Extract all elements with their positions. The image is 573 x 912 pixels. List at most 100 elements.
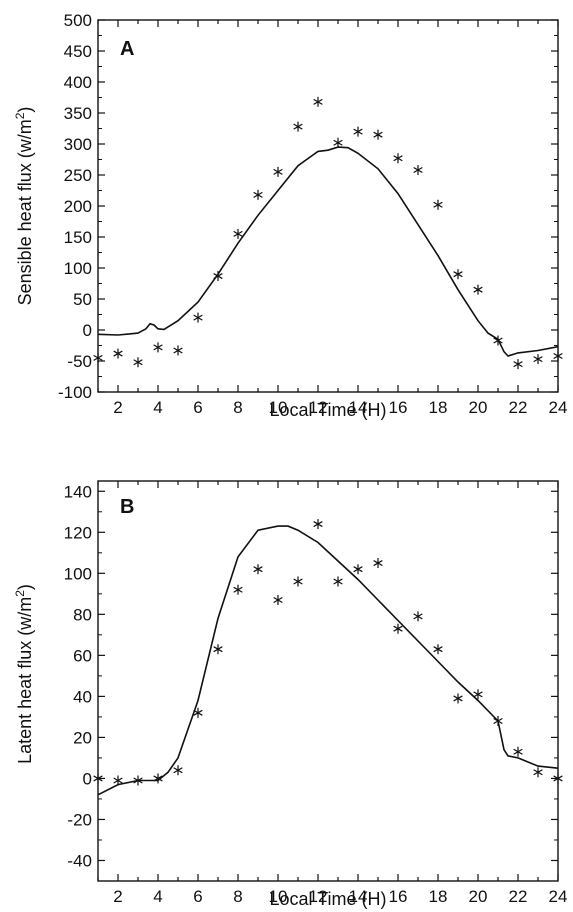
x-tick-label: 2 bbox=[113, 887, 122, 906]
ticks-a bbox=[97, 19, 559, 393]
data-point bbox=[553, 351, 563, 362]
x-tick-labels-a: 2 4 6 8 10 12 14 16 18 20 22 24 bbox=[113, 398, 567, 417]
y-tick-label: 40 bbox=[73, 687, 92, 706]
y-tick-label: -50 bbox=[67, 352, 92, 371]
x-tick-label: 16 bbox=[389, 398, 408, 417]
y-tick-label: -20 bbox=[67, 810, 92, 829]
x-tick-label: 18 bbox=[429, 398, 448, 417]
x-tick-label: 22 bbox=[509, 887, 528, 906]
y-axis-title-a: Sensible heat flux (w/m2) bbox=[13, 107, 35, 306]
data-point bbox=[93, 773, 103, 784]
x-tick-label: 20 bbox=[469, 398, 488, 417]
x-tick-label: 24 bbox=[549, 398, 568, 417]
data-point bbox=[453, 269, 463, 280]
y-tick-label: 100 bbox=[64, 259, 92, 278]
y-tick-label: 150 bbox=[64, 228, 92, 247]
x-tick-label: 8 bbox=[233, 887, 242, 906]
y-axis-title-b-close: ) bbox=[15, 584, 35, 590]
y-tick-label: 140 bbox=[64, 482, 92, 501]
x-axis-title-b: Local Time (H) bbox=[269, 889, 386, 909]
data-point bbox=[293, 121, 303, 132]
data-point bbox=[233, 584, 243, 595]
series-line-a bbox=[97, 146, 559, 357]
x-tick-label: 6 bbox=[193, 398, 202, 417]
data-point bbox=[393, 623, 403, 634]
data-point bbox=[553, 773, 563, 784]
data-point bbox=[233, 228, 243, 239]
x-tick-label: 8 bbox=[233, 398, 242, 417]
data-point bbox=[93, 352, 103, 363]
data-point bbox=[113, 775, 123, 786]
series-markers-a bbox=[93, 96, 563, 370]
x-tick-label: 10 bbox=[269, 887, 288, 906]
y-tick-label: 50 bbox=[73, 290, 92, 309]
data-point bbox=[473, 689, 483, 700]
data-point bbox=[133, 357, 143, 368]
data-point bbox=[413, 611, 423, 622]
data-point bbox=[413, 165, 423, 176]
x-tick-label: 24 bbox=[549, 887, 568, 906]
x-tick-label: 6 bbox=[193, 887, 202, 906]
y-tick-label: 300 bbox=[64, 135, 92, 154]
data-point bbox=[273, 166, 283, 177]
x-tick-labels-b: 2 4 6 8 10 12 14 16 18 20 22 24 bbox=[113, 887, 567, 906]
chart-panel-a: 2 4 6 8 10 12 14 16 18 20 22 24 -100-50050100150200… bbox=[13, 11, 567, 420]
y-tick-labels-a: -100 -50 0 50 100 150 200 250 300 350 400 450 500 bbox=[58, 11, 92, 402]
data-point bbox=[473, 284, 483, 295]
x-axis-title-a: Local Time (H) bbox=[269, 400, 386, 420]
data-point bbox=[193, 707, 203, 718]
data-point bbox=[373, 558, 383, 569]
data-point bbox=[253, 189, 263, 200]
series-markers-b bbox=[93, 519, 563, 786]
x-tick-label: 14 bbox=[349, 398, 368, 417]
x-tick-label: 14 bbox=[349, 887, 368, 906]
data-point bbox=[273, 594, 283, 605]
y-tick-label: -40 bbox=[67, 851, 92, 870]
x-tick-label: 22 bbox=[509, 398, 528, 417]
y-tick-label: 120 bbox=[64, 523, 92, 542]
y-tick-label: -100 bbox=[58, 383, 92, 402]
y-tick-label: 400 bbox=[64, 73, 92, 92]
data-point bbox=[193, 312, 203, 323]
data-point bbox=[513, 746, 523, 757]
y-tick-label: 350 bbox=[64, 104, 92, 123]
data-point bbox=[533, 354, 543, 365]
data-point bbox=[333, 137, 343, 148]
y-tick-label: 80 bbox=[73, 605, 92, 624]
data-point bbox=[453, 693, 463, 704]
x-tick-label: 12 bbox=[309, 398, 328, 417]
y-tick-label: 0 bbox=[83, 769, 92, 788]
x-tick-label: 4 bbox=[153, 887, 162, 906]
y-tick-label: 450 bbox=[64, 42, 92, 61]
x-tick-label: 18 bbox=[429, 887, 448, 906]
y-axis-title-b-main: Latent heat flux (w/m bbox=[15, 597, 35, 764]
x-tick-label: 2 bbox=[113, 398, 122, 417]
y-tick-label: 100 bbox=[64, 564, 92, 583]
data-point bbox=[213, 644, 223, 655]
y-tick-labels-b: -40 -20 0 20 40 60 80 100 120 140 bbox=[64, 482, 92, 870]
data-point bbox=[333, 576, 343, 587]
data-point bbox=[313, 96, 323, 107]
data-point bbox=[313, 519, 323, 530]
data-point bbox=[113, 348, 123, 359]
data-point bbox=[173, 345, 183, 356]
plot-area-a bbox=[97, 19, 559, 393]
y-tick-label: 20 bbox=[73, 728, 92, 747]
series-line-b bbox=[97, 525, 559, 796]
data-point bbox=[253, 564, 263, 575]
panel-label-a: A bbox=[120, 38, 134, 60]
y-tick-label: 0 bbox=[83, 321, 92, 340]
chart-panel-b: 2 4 6 8 10 12 14 16 18 20 22 24 -40-200204060801001… bbox=[13, 480, 567, 909]
data-point bbox=[353, 126, 363, 137]
x-tick-label: 16 bbox=[389, 887, 408, 906]
y-tick-label: 200 bbox=[64, 197, 92, 216]
data-point bbox=[153, 342, 163, 353]
y-axis-title-b: Latent heat flux (w/m2) bbox=[13, 584, 35, 764]
x-tick-label: 12 bbox=[309, 887, 328, 906]
y-tick-label: 60 bbox=[73, 646, 92, 665]
data-point bbox=[513, 359, 523, 370]
data-point bbox=[173, 765, 183, 776]
data-point bbox=[493, 716, 503, 726]
data-point bbox=[353, 564, 363, 575]
